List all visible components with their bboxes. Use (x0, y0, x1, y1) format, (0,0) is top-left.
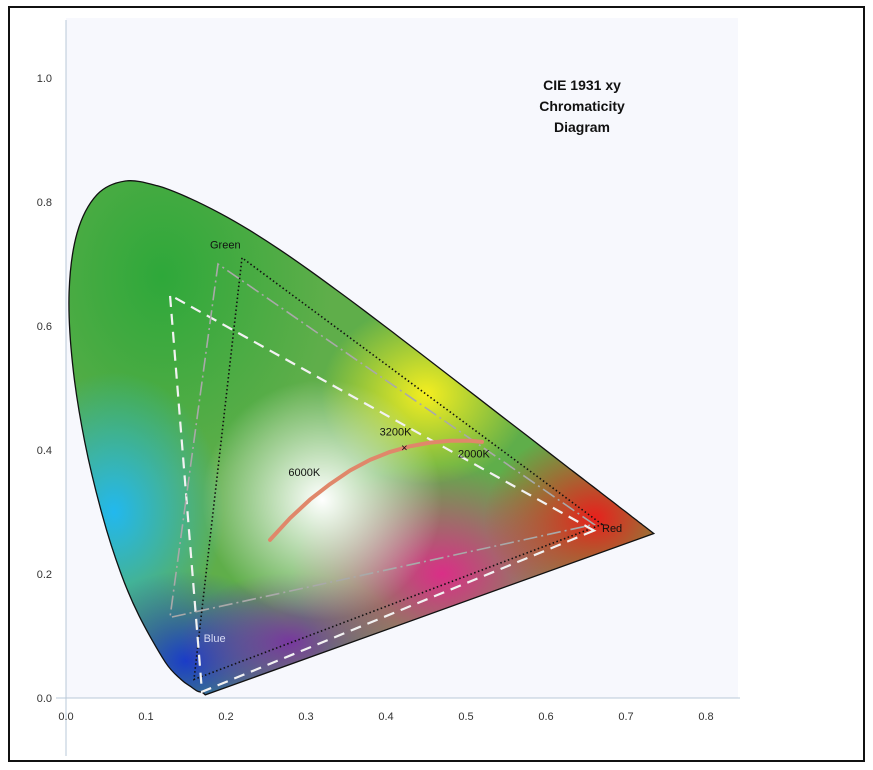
annotation-6000k: 6000K (288, 467, 320, 479)
y-tick-label: 0.2 (37, 569, 52, 581)
y-tick-label: 0.4 (37, 445, 52, 457)
y-tick-label: 0.6 (37, 321, 52, 333)
gamut-triangles (168, 256, 604, 694)
axes: 0.0 0.1 0.2 0.3 0.4 0.5 0.6 0.7 0.8 0.0 0.2 0.4 0.6 0… (37, 20, 740, 756)
planckian-marker-3200K: × (401, 443, 407, 455)
x-tick-label: 0.0 (58, 711, 73, 723)
planckian-locus: × (268, 438, 484, 542)
chart-title: CIE 1931 xy Chromaticity Diagram (539, 77, 625, 135)
title-line-1: CIE 1931 xy (543, 77, 621, 93)
x-tick-label: 0.6 (538, 711, 553, 723)
title-line-2: Chromaticity (539, 98, 625, 114)
y-tick-label: 0.8 (37, 197, 52, 209)
y-tick-label: 0.0 (37, 693, 52, 705)
annotations: Green Red Blue 6000K 3200K 2000K (204, 240, 623, 646)
x-tick-label: 0.7 (618, 711, 633, 723)
planckian-locus-line (268, 438, 484, 542)
x-tick-label: 0.5 (458, 711, 473, 723)
x-tick-label: 0.4 (378, 711, 393, 723)
x-tick-label: 0.1 (138, 711, 153, 723)
x-tick-label: 0.8 (698, 711, 713, 723)
annotation-green: Green (210, 240, 241, 252)
gamut-triangle-dashdot-gray (169, 262, 596, 619)
gamut-triangle-dotted-black (193, 256, 604, 681)
annotation-red: Red (602, 523, 622, 535)
gamut-triangle-dashed-white (168, 293, 597, 694)
x-tick-label: 0.3 (298, 711, 313, 723)
spectral-locus-outline (68, 180, 656, 696)
title-line-3: Diagram (554, 119, 610, 135)
annotation-3200k: 3200K (380, 427, 412, 439)
annotation-2000k: 2000K (458, 448, 490, 460)
y-tick-label: 1.0 (37, 73, 52, 85)
annotation-blue: Blue (204, 633, 226, 645)
x-tick-label: 0.2 (218, 711, 233, 723)
